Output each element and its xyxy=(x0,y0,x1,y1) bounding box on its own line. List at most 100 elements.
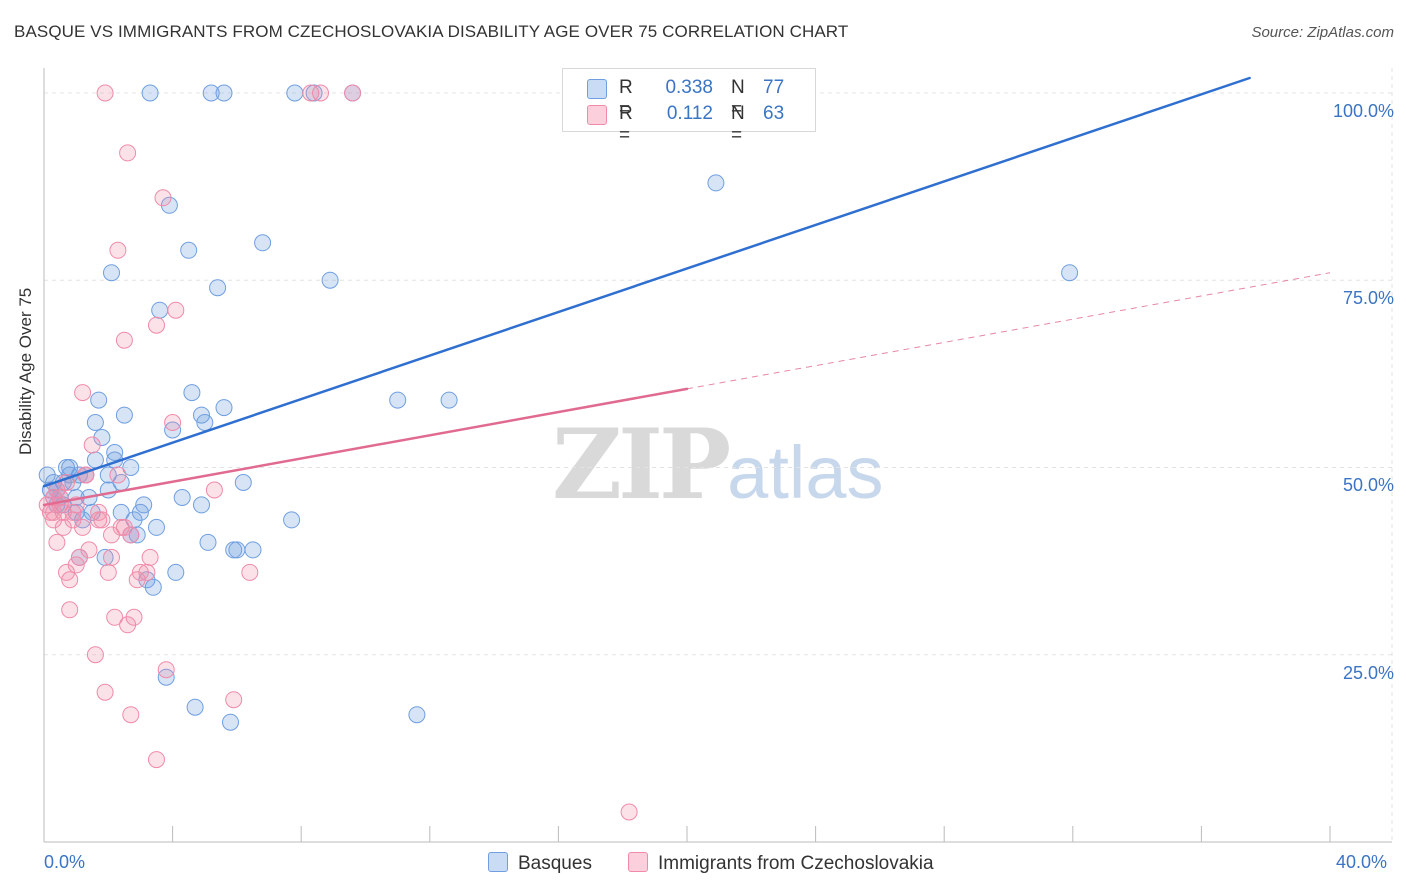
data-point xyxy=(209,279,227,297)
data-point xyxy=(157,661,175,679)
data-point xyxy=(283,511,301,529)
data-point xyxy=(199,533,217,551)
data-point xyxy=(620,803,638,821)
trend-line-basques xyxy=(42,76,1251,488)
y-axis-label: Disability Age Over 75 xyxy=(16,287,35,455)
bottom-legend-czechoslovakia: Immigrants from Czechoslovakia xyxy=(628,852,934,875)
data-point xyxy=(48,533,66,551)
data-point xyxy=(90,511,108,529)
data-point xyxy=(45,503,63,521)
legend-swatch-czechoslovakia xyxy=(587,105,607,125)
data-point xyxy=(61,601,79,619)
data-point xyxy=(215,84,233,102)
data-point xyxy=(103,526,120,544)
data-point xyxy=(321,271,339,289)
data-point xyxy=(1061,264,1079,282)
data-point xyxy=(228,541,246,559)
data-point xyxy=(128,526,146,544)
data-point xyxy=(135,496,153,514)
data-point xyxy=(74,518,92,536)
data-point xyxy=(302,84,320,102)
data-point xyxy=(215,399,233,417)
axes xyxy=(43,68,1392,843)
data-point xyxy=(286,84,304,102)
trend-extension-czechoslovakia xyxy=(686,272,1331,390)
data-point xyxy=(109,241,127,259)
y-tick-label: 75.0% xyxy=(1342,288,1394,309)
data-point xyxy=(109,466,127,484)
data-point xyxy=(131,563,149,581)
data-point xyxy=(138,563,156,581)
data-point xyxy=(122,459,140,476)
data-point xyxy=(96,84,114,102)
data-point xyxy=(167,301,185,319)
data-point xyxy=(106,608,124,626)
data-point xyxy=(225,691,243,709)
trend-lines xyxy=(42,76,1331,507)
data-point xyxy=(80,541,98,559)
data-point xyxy=(244,541,262,559)
data-point xyxy=(183,384,201,402)
data-point xyxy=(196,414,214,431)
data-point xyxy=(205,481,223,499)
data-point xyxy=(99,466,117,484)
data-points xyxy=(38,84,1079,821)
data-point xyxy=(164,414,182,431)
data-point xyxy=(103,264,120,282)
data-point xyxy=(151,301,169,319)
legend-n-value-basques: 77 xyxy=(763,77,785,98)
legend-n-label: N = xyxy=(731,103,745,146)
bottom-legend-label-czechoslovakia: Immigrants from Czechoslovakia xyxy=(658,853,934,874)
trend-line-czechoslovakia xyxy=(42,387,689,507)
data-point xyxy=(234,474,252,491)
y-tick-label: 25.0% xyxy=(1342,662,1394,683)
data-point xyxy=(344,84,362,102)
legend-r-label: R = xyxy=(619,77,633,120)
data-point xyxy=(154,189,172,207)
data-point xyxy=(173,489,191,506)
data-point xyxy=(180,241,198,259)
bottom-legend-swatch-basques xyxy=(488,852,508,872)
data-point xyxy=(115,331,133,349)
data-point xyxy=(440,391,458,409)
data-point xyxy=(141,548,159,566)
data-point xyxy=(125,608,143,626)
data-point xyxy=(167,563,185,581)
data-point xyxy=(241,563,259,581)
data-point xyxy=(186,698,204,716)
x-tick-label-right: 40.0% xyxy=(1336,852,1388,872)
data-point xyxy=(74,384,92,402)
data-point xyxy=(707,174,725,192)
bottom-legend-basques: Basques xyxy=(488,852,592,875)
chart-title: BASQUE VS IMMIGRANTS FROM CZECHOSLOVAKIA… xyxy=(14,22,849,41)
data-point xyxy=(202,84,220,102)
bottom-legend-label-basques: Basques xyxy=(518,853,592,874)
x-tick-label-left: 0.0% xyxy=(44,852,86,872)
legend-n-value-czechoslovakia: 63 xyxy=(763,103,785,124)
data-point xyxy=(312,84,329,102)
data-point xyxy=(408,706,426,724)
data-point xyxy=(103,548,120,566)
data-point xyxy=(222,713,239,731)
data-point xyxy=(86,646,104,664)
source-label: Source: ZipAtlas.com xyxy=(1251,24,1394,41)
data-point xyxy=(148,518,165,536)
data-point xyxy=(119,144,137,162)
data-point xyxy=(61,459,79,476)
data-point xyxy=(83,436,101,454)
y-tick-label: 100.0% xyxy=(1332,100,1394,121)
data-point xyxy=(61,571,79,589)
legend-r-value-basques: 0.338 xyxy=(665,77,713,98)
correlation-legend: R = 0.338 N = 77 R = 0.112 N = 63 xyxy=(562,68,816,146)
data-point xyxy=(86,414,104,431)
data-point xyxy=(115,406,133,424)
series-basques xyxy=(38,84,1079,731)
bottom-legend-swatch-czechoslovakia xyxy=(628,852,648,872)
data-point xyxy=(148,316,165,334)
data-point xyxy=(141,84,159,102)
y-tick-label: 50.0% xyxy=(1342,475,1394,496)
data-point xyxy=(115,518,133,536)
data-point xyxy=(96,683,114,701)
legend-n-label: N = xyxy=(731,77,745,120)
